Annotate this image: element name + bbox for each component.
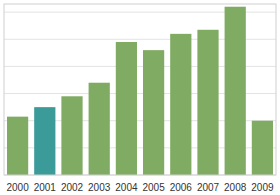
x-tick-label: 2008 <box>224 182 247 193</box>
x-tick-label: 2007 <box>197 182 220 193</box>
x-tick-label: 2000 <box>6 182 29 193</box>
bar <box>197 30 218 175</box>
bar <box>252 121 273 175</box>
x-tick-label: 2005 <box>142 182 165 193</box>
x-tick-label: 2004 <box>115 182 138 193</box>
x-tick-label: 2001 <box>34 182 57 193</box>
bar <box>89 83 110 175</box>
x-tick-label: 2002 <box>61 182 84 193</box>
bar <box>170 34 191 175</box>
bars <box>7 7 273 175</box>
x-tick-label: 2009 <box>251 182 274 193</box>
bar <box>34 107 55 175</box>
plot-frame <box>4 4 276 175</box>
bar <box>225 7 246 175</box>
bar <box>61 96 82 175</box>
x-tick-label: 2006 <box>170 182 193 193</box>
bar <box>116 42 137 175</box>
chart: 2000 2001 2002 2003 2004 2005 2006 2007 2008 2009 <box>0 0 280 195</box>
x-tick-label: 2003 <box>88 182 111 193</box>
bar <box>7 117 28 175</box>
bar <box>143 50 164 175</box>
